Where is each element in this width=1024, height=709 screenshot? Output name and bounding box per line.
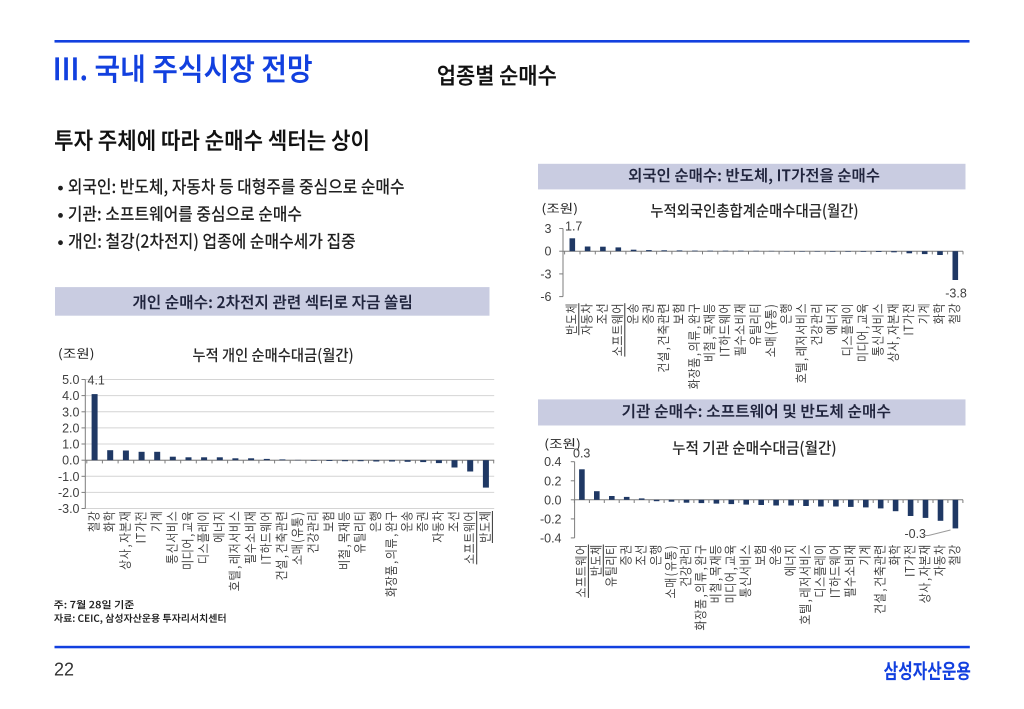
svg-text:-3.8: -3.8 <box>945 287 967 301</box>
svg-text:1.7: 1.7 <box>565 220 582 234</box>
svg-text:-6: -6 <box>540 290 551 304</box>
svg-text:-3: -3 <box>540 267 551 281</box>
svg-text:0.0: 0.0 <box>544 493 561 507</box>
svg-text:5.0: 5.0 <box>62 373 79 387</box>
svg-text:0: 0 <box>545 245 552 259</box>
svg-text:0.0: 0.0 <box>62 454 79 468</box>
svg-text:-0.3: -0.3 <box>904 527 926 541</box>
svg-text:-0.2: -0.2 <box>540 512 562 526</box>
svg-text:-3.0: -3.0 <box>58 502 80 516</box>
svg-text:22: 22 <box>54 660 74 680</box>
svg-text:4.1: 4.1 <box>88 374 105 388</box>
svg-text:-2.0: -2.0 <box>58 486 80 500</box>
svg-text:3: 3 <box>545 222 552 236</box>
svg-text:-1.0: -1.0 <box>58 470 80 484</box>
svg-text:2.0: 2.0 <box>62 421 79 435</box>
svg-text:4.0: 4.0 <box>62 389 79 403</box>
svg-text:1.0: 1.0 <box>62 438 79 452</box>
svg-text:0.4: 0.4 <box>544 455 561 469</box>
svg-text:0.3: 0.3 <box>573 446 590 460</box>
svg-text:-0.4: -0.4 <box>540 531 562 545</box>
svg-text:3.0: 3.0 <box>62 405 79 419</box>
svg-text:0.2: 0.2 <box>544 474 561 488</box>
